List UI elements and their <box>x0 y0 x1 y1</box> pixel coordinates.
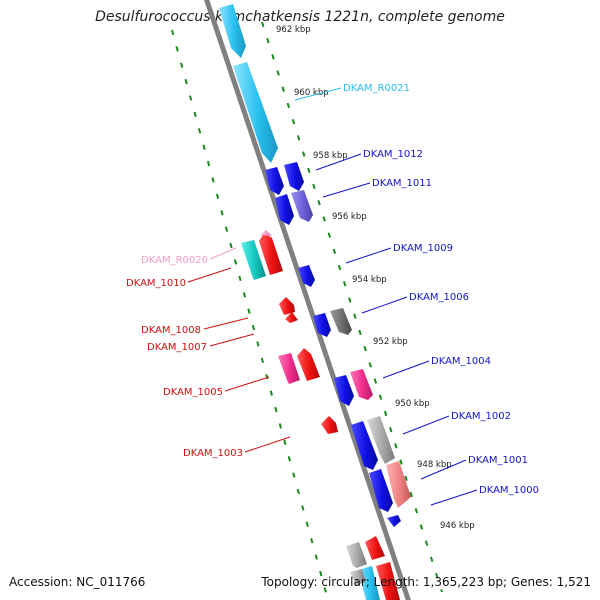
kbp-tick-label: 950 kbp <box>395 399 430 409</box>
gene-feature-dkam-1008[interactable] <box>279 297 295 315</box>
gene-feature-dkam-1003[interactable] <box>321 416 338 434</box>
accession-label: Accession: NC_011766 <box>9 575 146 589</box>
kbp-tick-label: 956 kbp <box>332 212 367 222</box>
kbp-tick-label: 960 kbp <box>294 88 329 98</box>
gene-label[interactable]: DKAM_1004 <box>431 356 491 367</box>
kbp-tick-label: 958 kbp <box>313 151 348 161</box>
genome-summary: Topology: circular; Length: 1,365,223 bp… <box>261 575 591 589</box>
gene-feature[interactable] <box>346 542 367 568</box>
gene-feature-dkam-1000-a[interactable] <box>369 469 393 512</box>
gene-label[interactable]: DKAM_1007 <box>147 342 207 353</box>
gene-feature-dkam-1011[interactable] <box>291 190 313 222</box>
gene-feature[interactable] <box>376 562 400 600</box>
gene-label[interactable]: DKAM_1010 <box>126 278 186 289</box>
gene-feature-dkam-r0020[interactable] <box>241 240 266 280</box>
gene-feature-dkam-1011-a[interactable] <box>275 194 294 225</box>
gene-feature-trna[interactable] <box>219 4 246 58</box>
gene-feature[interactable] <box>365 536 385 560</box>
gene-label[interactable]: DKAM_R0020 <box>141 255 208 266</box>
gene-label[interactable]: DKAM_1012 <box>363 149 423 160</box>
gene-feature-dkam-1000[interactable] <box>387 515 401 527</box>
gene-feature-dkam-1005-pink[interactable] <box>278 353 300 384</box>
gene-label[interactable]: DKAM_1011 <box>372 178 432 189</box>
gene-feature-dkam-1009[interactable] <box>298 265 315 287</box>
gene-label[interactable]: DKAM_1009 <box>393 243 453 254</box>
gene-label[interactable]: DKAM_1003 <box>183 448 243 459</box>
gene-feature-dkam-1002-a[interactable] <box>351 421 378 470</box>
leader-lines <box>187 87 478 506</box>
gene-feature-dkam-1012[interactable] <box>284 162 304 191</box>
genome-title: Desulfurococcus kamchatkensis 1221n, com… <box>95 9 505 25</box>
genome-backbone <box>204 0 411 600</box>
gene-label[interactable]: DKAM_1006 <box>409 292 469 303</box>
gene-feature-dkam-1004[interactable] <box>350 369 373 400</box>
gene-feature-trna-dkam-r0021[interactable] <box>233 62 278 163</box>
gene-feature-dkam-1007[interactable] <box>285 312 298 323</box>
gene-feature-dkam-1010[interactable] <box>259 233 283 275</box>
gene-feature-dkam-1001[interactable] <box>386 461 411 508</box>
gene-feature-marker[interactable] <box>260 230 272 236</box>
gene-label[interactable]: DKAM_1002 <box>451 411 511 422</box>
gene-feature-dkam-1006[interactable] <box>313 313 331 337</box>
gene-label[interactable]: DKAM_1005 <box>163 387 223 398</box>
gene-label[interactable]: DKAM_1000 <box>479 485 539 496</box>
gene-feature-dkam-1004-a[interactable] <box>334 375 354 406</box>
gene-feature-dkam-1002[interactable] <box>367 416 395 464</box>
gene-labels-right: DKAM_R0021 DKAM_1012 DKAM_1011 DKAM_1009… <box>343 83 539 496</box>
kbp-tick-label: 962 kbp <box>276 25 311 35</box>
kbp-tick-label: 954 kbp <box>352 275 387 285</box>
gene-label[interactable]: DKAM_1001 <box>468 455 528 466</box>
kbp-tick-label: 948 kbp <box>417 460 452 470</box>
kbp-tick-label: 952 kbp <box>373 337 408 347</box>
gene-labels-left: DKAM_R0020 DKAM_1010 DKAM_1008 DKAM_1007… <box>126 255 243 459</box>
kbp-tick-label: 946 kbp <box>440 521 475 531</box>
gene-feature-dkam-1012-a[interactable] <box>265 167 284 195</box>
gene-label[interactable]: DKAM_R0021 <box>343 83 410 94</box>
gene-feature-dkam-1005[interactable] <box>297 348 320 381</box>
gene-label[interactable]: DKAM_1008 <box>141 325 201 336</box>
gene-feature[interactable] <box>350 569 366 585</box>
gene-feature-dkam-1006-grey[interactable] <box>330 308 352 335</box>
